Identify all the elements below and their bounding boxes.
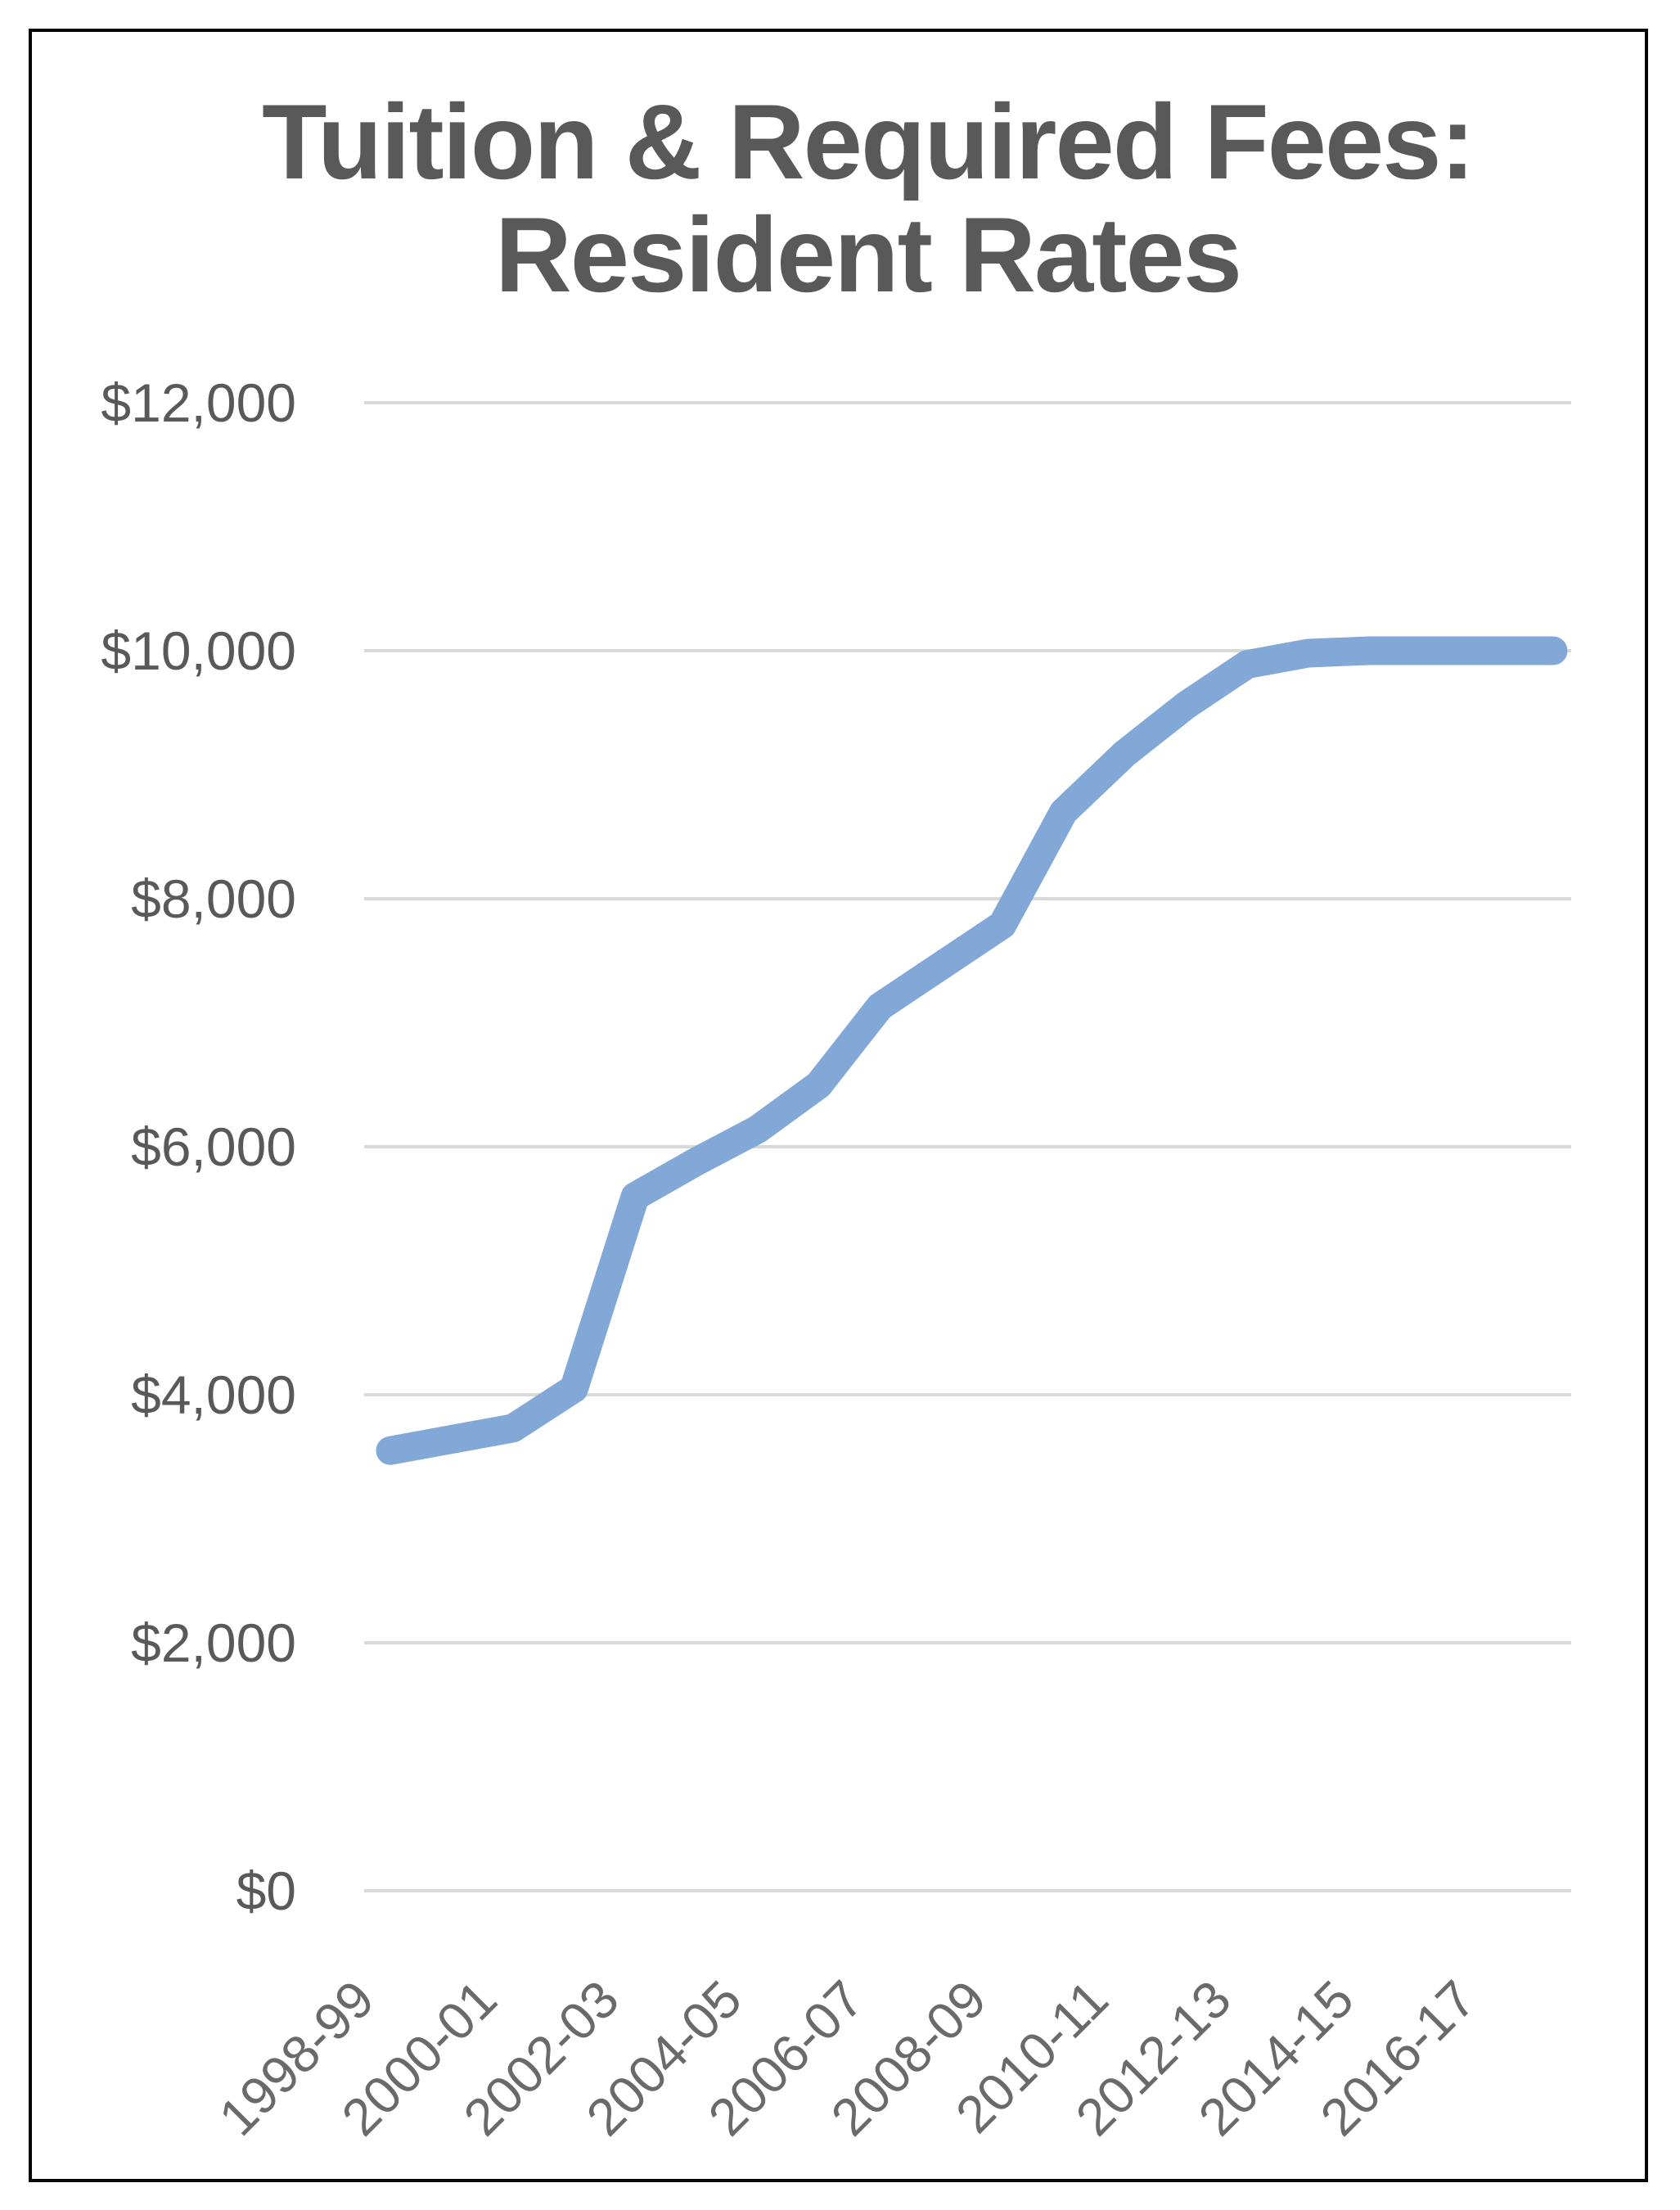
chart-border bbox=[29, 29, 1648, 2182]
chart-title-line2: Resident Rates bbox=[494, 195, 1242, 314]
chart-title-line1: Tuition & Required Fees: bbox=[262, 82, 1475, 201]
chart-title: Tuition & Required Fees: Resident Rates bbox=[29, 85, 1648, 311]
y-axis-label: $0 bbox=[236, 1860, 296, 1921]
y-axis-label: $12,000 bbox=[101, 372, 296, 433]
y-axis-label: $8,000 bbox=[131, 868, 296, 929]
tuition-resident-line bbox=[376, 636, 1568, 1465]
y-axis-label: $6,000 bbox=[131, 1116, 296, 1177]
y-axis-label: $2,000 bbox=[131, 1612, 296, 1673]
y-axis-label: $10,000 bbox=[101, 620, 296, 681]
y-axis-label: $4,000 bbox=[131, 1364, 296, 1425]
